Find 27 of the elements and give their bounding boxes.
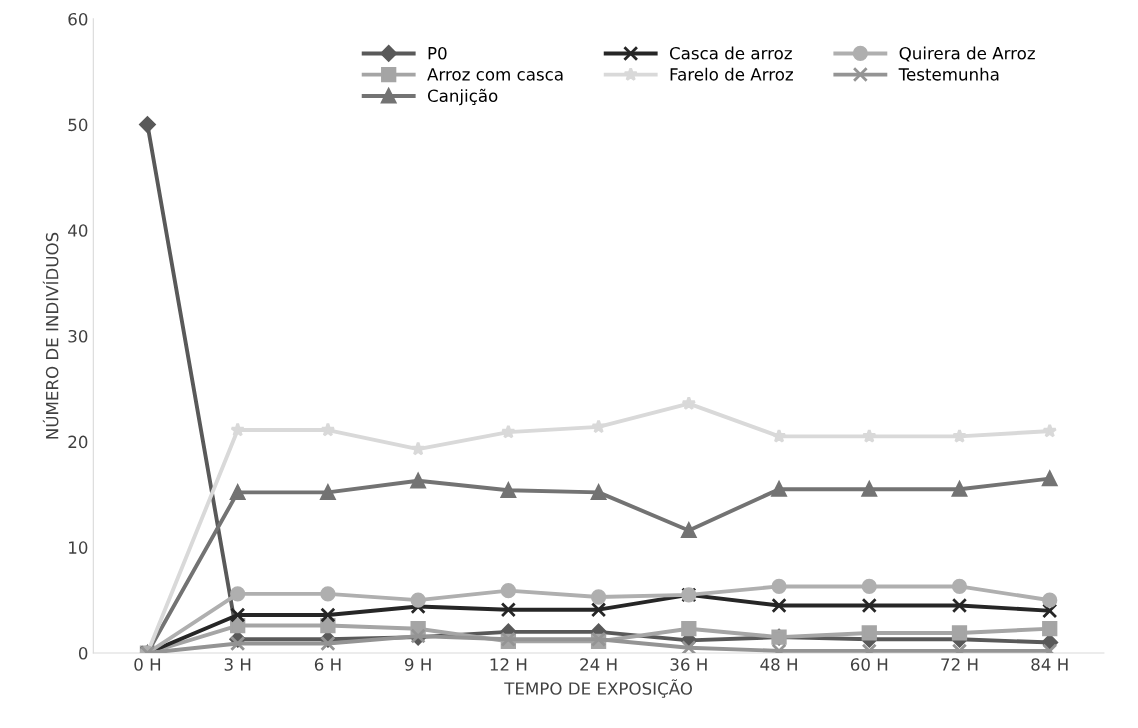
x-tick-label: 60 H — [850, 658, 888, 671]
legend-label: Quirera de Arroz — [899, 46, 1035, 62]
legend-label: Casca de arroz — [669, 46, 792, 60]
legend-label: P0 — [428, 46, 447, 60]
x-tick-label: 12 H — [490, 658, 527, 671]
x-tick-label: 48 H — [760, 658, 797, 671]
x-tick-label: 84 H — [1031, 658, 1068, 671]
y-tick-label: 50 — [68, 118, 88, 132]
x-tick-label: 6 H — [314, 658, 341, 671]
x-tick-label: 0 H — [134, 658, 161, 671]
y-tick-label: 20 — [68, 435, 88, 449]
y-tick-label: 60 — [68, 12, 88, 26]
y-axis-title: NÚMERO DE INDIVÍDUOS — [42, 232, 59, 439]
x-axis-title: TEMPO DE EXPOSIÇÃO — [504, 679, 692, 698]
legend-label: Testemunha — [898, 67, 999, 81]
y-tick-label: 30 — [68, 329, 88, 343]
y-tick-label: 10 — [69, 541, 88, 554]
legend-label: Farelo de Arroz — [670, 67, 793, 81]
x-tick-label: 36 H — [670, 658, 707, 671]
x-tick-label: 9 H — [404, 658, 431, 671]
legend-label: Canjição — [427, 88, 498, 106]
x-tick-label: 3 H — [224, 658, 251, 671]
x-tick-label: 24 H — [580, 658, 617, 671]
y-tick-label: 0 — [78, 646, 88, 660]
y-tick-label: 40 — [68, 224, 88, 237]
x-tick-label: 72 H — [941, 658, 978, 671]
legend-label: Arroz com casca — [427, 68, 563, 81]
